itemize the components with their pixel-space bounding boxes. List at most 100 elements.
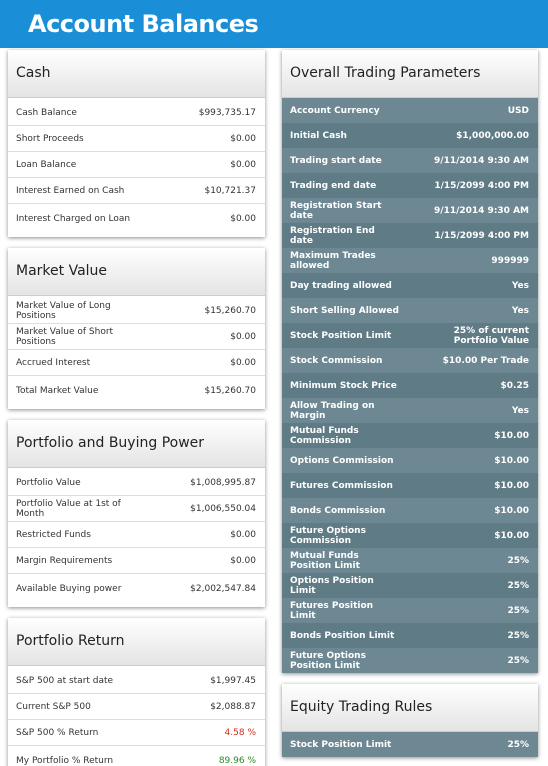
row: Options Position Limit 25%	[282, 573, 538, 598]
row-value: $10.00 Per Trade	[442, 355, 529, 366]
row-label: Mutual Funds Commission	[290, 425, 359, 446]
rows: S&P 500 at start date $1,997.45 Current S&…	[8, 666, 265, 766]
row-value: $10.00	[494, 480, 529, 491]
row-label: Mutual Funds Position Limit	[290, 550, 360, 571]
row-value: 25%	[507, 605, 529, 616]
row-label: Trading end date	[290, 180, 377, 191]
row-label: Future Options Position Limit	[290, 650, 366, 671]
row-value: Yes	[511, 405, 529, 416]
row: Short Selling Allowed Yes	[282, 298, 538, 323]
row-label: S&P 500 at start date	[16, 675, 114, 686]
row-label: Short Proceeds	[16, 133, 84, 144]
row: Cash Balance $993,735.17	[8, 100, 265, 126]
row: Future Options Commission $10.00	[282, 523, 538, 548]
row-label: Portfolio Value at 1st of Month	[16, 498, 121, 519]
row: Stock Position Limit 25% of current Portf…	[282, 323, 538, 348]
row-label: My Portfolio % Return	[16, 755, 114, 766]
row-value: 1/15/2099 4:00 PM	[434, 230, 529, 241]
row-label: Margin Requirements	[16, 555, 113, 566]
row-value: 25%	[507, 630, 529, 641]
row: Initial Cash $1,000,000.00	[282, 123, 538, 148]
row: S&P 500 at start date $1,997.45	[8, 668, 265, 694]
row: Futures Position Limit 25%	[282, 598, 538, 623]
row: Interest Charged on Loan $0.00	[8, 204, 265, 233]
panel-title: Overall Trading Parameters	[282, 50, 538, 98]
row-label: Options Position Limit	[290, 575, 374, 596]
row-label: Registration Start date	[290, 200, 382, 221]
row-label: Loan Balance	[16, 159, 77, 170]
row: Stock Position Limit 25%	[282, 732, 538, 757]
row-value: $15,260.70	[204, 385, 256, 396]
row-value: 25% of current Portfolio Value	[453, 325, 529, 346]
row-label: Bonds Commission	[290, 505, 386, 516]
row-value: $2,002,547.84	[190, 583, 256, 594]
row-value: USD	[507, 105, 529, 116]
right-column: Overall Trading Parameters Account Curren…	[282, 50, 538, 766]
row: Options Commission $10.00	[282, 448, 538, 473]
row: Restricted Funds $0.00	[8, 522, 265, 548]
row-label: Short Selling Allowed	[290, 305, 399, 316]
row-label: Bonds Position Limit	[290, 630, 395, 641]
row: Accrued Interest $0.00	[8, 350, 265, 376]
row-value: $10.00	[494, 430, 529, 441]
row: Market Value of Short Positions $0.00	[8, 324, 265, 350]
row-label: Current S&P 500	[16, 701, 91, 712]
row-label: Total Market Value	[16, 385, 99, 396]
row-label: Maximum Trades allowed	[290, 250, 376, 271]
row-label: Market Value of Short Positions	[16, 326, 114, 347]
row: Registration Start date 9/11/2014 9:30 AM	[282, 198, 538, 223]
panel-title: Portfolio Return	[8, 618, 265, 666]
row-label: Day trading allowed	[290, 280, 392, 291]
row: Maximum Trades allowed 999999	[282, 248, 538, 273]
row-label: Registration End date	[290, 225, 375, 246]
row: Current S&P 500 $2,088.87	[8, 694, 265, 720]
row: S&P 500 % Return 4.58 %	[8, 720, 265, 746]
rows: Market Value of Long Positions $15,260.70…	[8, 296, 265, 409]
row-value: $0.00	[230, 213, 256, 224]
panel: Equity Trading Rules Stock Position Limit…	[282, 684, 538, 757]
panel: Overall Trading Parameters Account Curren…	[282, 50, 538, 673]
row-value: 1/15/2099 4:00 PM	[434, 180, 529, 191]
row-label: Accrued Interest	[16, 357, 91, 368]
row-label: Stock Commission	[290, 355, 383, 366]
row-label: Trading start date	[290, 155, 382, 166]
row-label: Market Value of Long Positions	[16, 300, 111, 321]
panel: Portfolio and Buying Power Portfolio Valu…	[8, 420, 265, 607]
row-value: Yes	[511, 305, 529, 316]
row: Short Proceeds $0.00	[8, 126, 265, 152]
panel-title: Cash	[8, 50, 265, 98]
row-label: Cash Balance	[16, 107, 77, 118]
row-label: Portfolio Value	[16, 477, 81, 488]
row: Interest Earned on Cash $10,721.37	[8, 178, 265, 204]
row: Stock Commission $10.00 Per Trade	[282, 348, 538, 373]
header: Account Balances	[0, 0, 548, 48]
row-label: Restricted Funds	[16, 529, 91, 540]
row-value: $993,735.17	[198, 107, 256, 118]
row: Market Value of Long Positions $15,260.70	[8, 298, 265, 324]
row: Day trading allowed Yes	[282, 273, 538, 298]
panel-title: Portfolio and Buying Power	[8, 420, 265, 468]
row: Allow Trading on Margin Yes	[282, 398, 538, 423]
row: Loan Balance $0.00	[8, 152, 265, 178]
panel-title: Market Value	[8, 248, 265, 296]
row-value: 25%	[507, 580, 529, 591]
row-value: $15,260.70	[204, 305, 256, 316]
row-value: $2,088.87	[210, 701, 256, 712]
panel: Portfolio Return S&P 500 at start date $1,…	[8, 618, 265, 766]
row: Portfolio Value at 1st of Month $1,006,55…	[8, 496, 265, 522]
row-label: Stock Position Limit	[290, 739, 392, 750]
rows: Cash Balance $993,735.17 Short Proceeds $0.…	[8, 98, 265, 237]
row-label: Stock Position Limit	[290, 330, 392, 341]
row: Future Options Position Limit 25%	[282, 648, 538, 673]
row: Bonds Commission $10.00	[282, 498, 538, 523]
row: Mutual Funds Commission $10.00	[282, 423, 538, 448]
row-value: $0.00	[230, 133, 256, 144]
panel-title: Equity Trading Rules	[282, 684, 538, 732]
row-value: 25%	[507, 555, 529, 566]
row-label: Futures Commission	[290, 480, 393, 491]
row: Trading start date 9/11/2014 9:30 AM	[282, 148, 538, 173]
row: Portfolio Value $1,008,995.87	[8, 470, 265, 496]
row-label: Interest Charged on Loan	[16, 213, 131, 224]
row-value: $1,997.45	[210, 675, 256, 686]
row-value: $0.25	[500, 380, 529, 391]
